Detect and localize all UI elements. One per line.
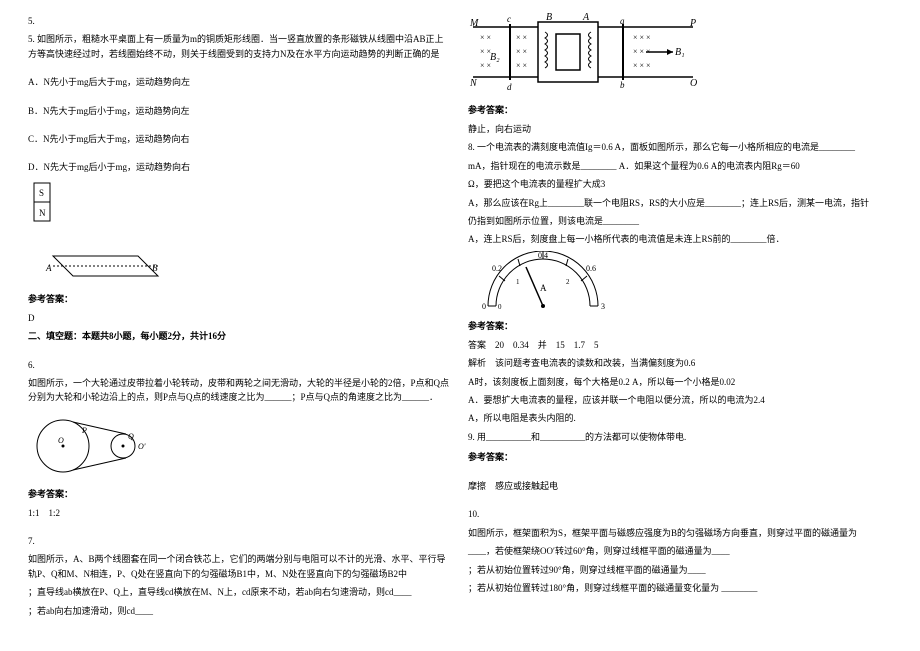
q10-stem4: ；若从初始位置转过180°角，则穿过线框平面的磁通量变化量为 ________ — [468, 581, 892, 595]
svg-text:2: 2 — [566, 278, 570, 286]
q5-opt-d: D．N先大于mg后小于mg，运动趋势向右 — [28, 160, 452, 174]
svg-text:0.4: 0.4 — [538, 251, 548, 260]
q10-stem1: 如图所示，框架面积为S，框架平面与磁感应强度为B的匀强磁场方向垂直，则穿过平面的… — [468, 526, 892, 540]
left-column: 5. 5. 如图所示，粗糙水平桌面上有一质量为m的铜质矩形线圈．当一竖直放置的条… — [20, 10, 460, 641]
svg-text:c: c — [507, 14, 511, 24]
svg-text:× × ×: × × × — [633, 33, 651, 42]
svg-text:× × ×: × × × — [633, 61, 651, 70]
q8-stem1: 8. 一个电流表的满刻度电流值Ig＝0.6 A，面板如图所示，那么它每一小格所相… — [468, 140, 892, 154]
q7-answer-label: 参考答案： — [468, 103, 892, 116]
q5-opt-b: B．N先大于mg后小于mg，运动趋势向左 — [28, 104, 452, 118]
svg-text:1: 1 — [516, 278, 520, 286]
q5-stem: 5. 如图所示，粗糙水平桌面上有一质量为m的铜质矩形线圈．当一竖直放置的条形磁铁… — [28, 32, 452, 61]
q8-ans3: A时，该刻度板上面刻度，每个大格是0.2 A，所以每一个小格是0.02 — [468, 375, 892, 389]
q5-diagram: S N A B — [28, 181, 452, 286]
svg-text:P: P — [81, 426, 87, 435]
svg-text:0: 0 — [498, 303, 502, 311]
q5-num: 5. — [28, 14, 452, 28]
q5-answer: D — [28, 311, 452, 325]
q8-stem4: A，那么应该在Rg上________联一个电阻RS，RS的大小应是_______… — [468, 196, 892, 210]
svg-text:A: A — [540, 283, 547, 293]
q8-answer-label: 参考答案： — [468, 319, 892, 332]
svg-text:0.6: 0.6 — [586, 264, 596, 273]
q9-answer: 摩擦 感应或接触起电 — [468, 479, 892, 493]
q10-stem3: ；若从初始位置转过90°角，则穿过线框平面的磁通量为____ — [468, 563, 892, 577]
q7-diagram: × ×× ×× × × ×× ×× × × × ×× × ×× × × M N … — [468, 12, 892, 97]
q8-ans4: A．要想扩大电流表的量程，应该并联一个电阻以便分流，所以的电流为2.4 — [468, 393, 892, 407]
q5-opt-c: C．N先小于mg后大于mg，运动趋势向右 — [28, 132, 452, 146]
svg-text:S: S — [39, 188, 44, 198]
right-column: × ×× ×× × × ×× ×× × × × ×× × ×× × × M N … — [460, 10, 900, 641]
q8-stem6: A，连上RS后，刻度盘上每一小格所代表的电流值是未连上RS前的________倍… — [468, 232, 892, 246]
q5-opt-a: A．N先小于mg后大于mg，运动趋势向左 — [28, 75, 452, 89]
svg-text:O: O — [690, 78, 697, 89]
label-A: A — [582, 12, 590, 23]
svg-text:× ×: × × — [480, 33, 491, 42]
q7-stem3: ；若ab向右加速滑动，则cd____ — [28, 604, 452, 618]
svg-text:B: B — [152, 263, 158, 273]
svg-text:N: N — [39, 208, 46, 218]
q8-stem2: mA，指针现在的电流示数是________ A．如果这个量程为0.6 A的电流表… — [468, 159, 892, 173]
q6-answer: 1:1 1:2 — [28, 506, 452, 520]
q6-diagram: O P Q O' — [28, 411, 452, 481]
svg-text:b: b — [620, 80, 625, 90]
svg-text:3: 3 — [601, 302, 605, 311]
svg-text:× ×: × × — [516, 33, 527, 42]
label-N: N — [469, 78, 478, 89]
label-B: B — [546, 12, 552, 23]
svg-text:a: a — [620, 16, 625, 26]
q8-ans1: 答案 20 0.34 并 15 1.7 5 — [468, 338, 892, 352]
q8-stem3: Ω，要把这个电流表的量程扩大成3 — [468, 177, 892, 191]
q7-num: 7. — [28, 534, 452, 548]
svg-text:B₂: B₂ — [490, 52, 500, 63]
q8-ans2: 解析 该问题考查电流表的读数和改装，当满偏刻度为0.6 — [468, 356, 892, 370]
svg-text:O: O — [58, 436, 64, 445]
q6-answer-label: 参考答案： — [28, 487, 452, 500]
svg-text:0.2: 0.2 — [492, 264, 502, 273]
q10-num: 10. — [468, 507, 892, 521]
q9-answer-label: 参考答案： — [468, 450, 892, 463]
q5-answer-label: 参考答案： — [28, 292, 452, 305]
svg-text:× ×: × × — [516, 47, 527, 56]
gauge-diagram: 0 0.2 0.4 0.6 3 A 0 1 2 — [468, 251, 892, 313]
q9-stem: 9. 用__________和__________的方法都可以使物体带电. — [468, 430, 892, 444]
q6-num: 6. — [28, 358, 452, 372]
section2-title: 二、填空题：本题共8小题，每小题2分，共计16分 — [28, 329, 452, 343]
svg-text:0: 0 — [482, 302, 486, 311]
svg-text:× ×: × × — [516, 61, 527, 70]
q8-stem5: 仍指到如图所示位置，则该电流是________ — [468, 214, 892, 228]
q7-stem2: ；直导线ab横放在P、Q上，直导线cd横放在M、N上，cd原来不动，若ab向右匀… — [28, 585, 452, 599]
svg-text:d: d — [507, 82, 512, 92]
svg-text:O': O' — [138, 442, 146, 451]
q7-answer: 静止，向右运动 — [468, 122, 892, 136]
svg-text:Q: Q — [128, 432, 134, 441]
q6-stem: 如图所示，一个大轮通过皮带拉着小轮转动，皮带和两轮之间无滑动，大轮的半径是小轮的… — [28, 376, 452, 405]
q10-stem2: ____，若使框架绕OO′转过60°角，则穿过线框平面的磁通量为____ — [468, 544, 892, 558]
q7-stem1: 如图所示，A、B两个线圈套在同一个闭合铁芯上，它们的两端分别与电阻可以不计的光滑… — [28, 552, 452, 581]
q8-ans5: A，所以电阻是表头内阻的. — [468, 411, 892, 425]
svg-text:B₁: B₁ — [675, 47, 685, 58]
svg-text:A: A — [45, 263, 52, 273]
svg-text:P: P — [689, 18, 696, 29]
label-M: M — [469, 18, 479, 29]
